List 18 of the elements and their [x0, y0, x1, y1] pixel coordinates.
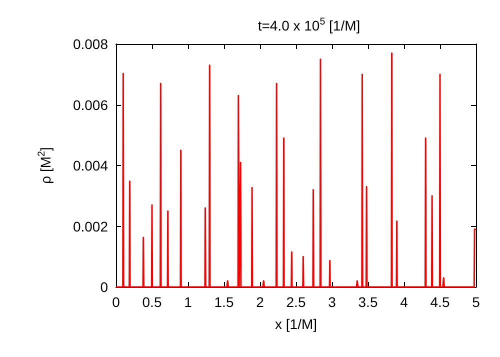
x-tick-label: 5 — [472, 294, 480, 310]
y-tick-label: 0.004 — [72, 158, 108, 174]
y-tick-label: 0.006 — [72, 96, 108, 113]
x-tick-label: 4.5 — [430, 294, 450, 310]
x-tick-label: 2.5 — [286, 294, 306, 310]
x-tick-label: 3.5 — [358, 294, 378, 310]
y-axis-title: ρ [M2] — [36, 147, 54, 184]
x-tick-label: 1.5 — [214, 294, 234, 310]
x-tick-label: 1 — [184, 294, 192, 310]
x-tick-label: 2 — [256, 294, 264, 310]
y-tick-label: 0.008 — [72, 36, 108, 52]
x-tick-label: 0 — [112, 294, 120, 310]
y-tick-label: 0 — [100, 279, 108, 295]
x-tick-label: 0.5 — [142, 294, 162, 310]
x-tick-label: 3 — [328, 294, 336, 310]
x-tick-label: 4 — [400, 294, 408, 310]
y-tick-label: 0.002 — [72, 218, 108, 234]
x-axis-title: x [1/M] — [274, 316, 318, 332]
